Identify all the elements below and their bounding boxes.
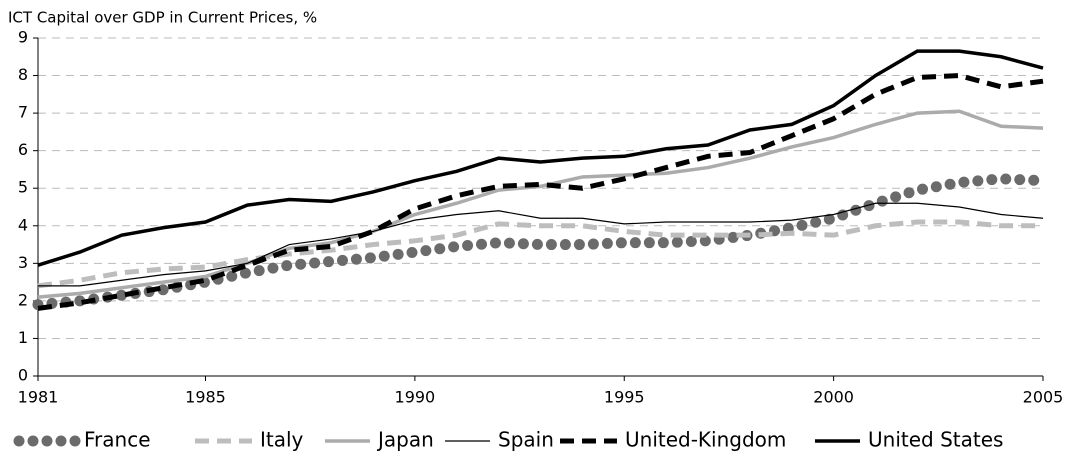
chart-title: ICT Capital over GDP in Current Prices, … [8,9,317,27]
x-tick-label: 1995 [604,388,645,407]
y-tick-label: 5 [18,178,28,197]
y-tick-label: 2 [18,290,28,309]
series-line [32,173,1049,311]
series-line [38,202,1044,287]
legend-label: Japan [376,428,434,452]
x-tick-label: 1990 [395,388,436,407]
y-tick-label: 4 [18,215,28,234]
y-tick-label: 8 [18,65,28,84]
x-tick-label: 1981 [18,388,59,407]
legend-label: United States [868,428,1003,452]
y-tick-label: 0 [18,366,28,385]
y-tick-label: 1 [18,328,28,347]
series-line [37,49,1044,267]
x-tick-label: 1985 [185,388,226,407]
series-line [37,73,1044,311]
legend-label: Italy [260,428,304,452]
y-tick-label: 6 [18,140,28,159]
series-line [37,109,1044,299]
x-tick-label: 2005 [1023,388,1064,407]
legend-label: United-Kingdom [625,428,786,452]
x-tick-label: 2000 [813,388,854,407]
y-tick-label: 3 [18,253,28,272]
series-line [37,219,1043,289]
y-tick-label: 9 [18,28,28,47]
y-tick-label: 7 [18,103,28,122]
legend-label: Spain [498,428,554,452]
legend-label: France [84,428,151,452]
